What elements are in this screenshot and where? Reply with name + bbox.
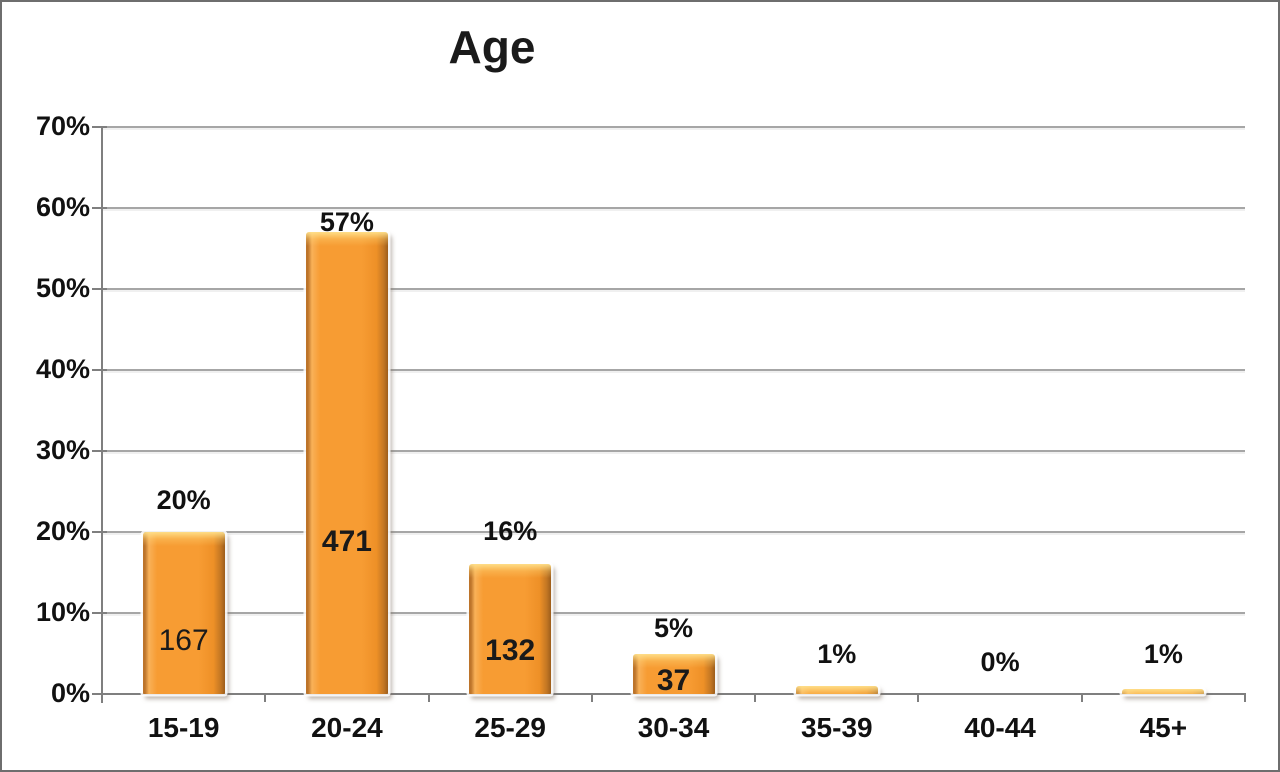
x-axis-label-35-39: 35-39 — [800, 712, 873, 743]
gridline-40 — [102, 369, 1245, 371]
gridline-20 — [102, 531, 1245, 533]
y-axis-label-30: 30% — [35, 435, 90, 465]
y-axis-tick-10 — [92, 612, 107, 614]
x-axis-tick-6 — [1080, 693, 1083, 702]
count-label-20-24: 471 — [321, 524, 372, 558]
percent-label-35-39: 1% — [817, 638, 857, 669]
gridline-10 — [102, 612, 1245, 614]
count-label-15-19: 167 — [158, 623, 209, 657]
y-axis-tick-40 — [92, 369, 107, 371]
x-axis-tick-3 — [590, 693, 593, 702]
y-axis-tick-50 — [92, 288, 107, 290]
y-axis-tick-20 — [92, 531, 107, 533]
gridline-50 — [102, 288, 1245, 290]
x-axis-tick-4 — [754, 693, 757, 702]
y-axis-tick-30 — [92, 450, 107, 452]
bar-15-19 — [142, 532, 225, 694]
x-axis-label-45+: 45+ — [1139, 712, 1188, 743]
y-axis-label-60: 60% — [35, 192, 90, 222]
x-axis-label-20-24: 20-24 — [311, 712, 383, 743]
x-axis-line — [102, 693, 1245, 695]
x-axis-label-25-29: 25-29 — [474, 712, 547, 743]
bar-35-39 — [795, 685, 878, 694]
y-axis-tick-60 — [92, 207, 107, 209]
y-axis-tick-70 — [92, 126, 107, 128]
percent-label-20-24: 57% — [319, 207, 374, 238]
x-axis-tick-2 — [427, 693, 430, 702]
percent-label-25-29: 16% — [483, 516, 538, 547]
y-axis-label-70: 70% — [35, 111, 90, 141]
y-axis-label-40: 40% — [35, 354, 90, 384]
chart-title: Age — [448, 21, 536, 73]
x-axis-tick-7 — [1244, 693, 1246, 702]
x-axis-tick-1 — [264, 693, 267, 702]
y-axis-line — [101, 127, 103, 703]
count-label-25-29: 132 — [485, 634, 536, 668]
count-label-30-34: 37 — [656, 663, 691, 697]
x-axis-tick-5 — [917, 693, 920, 702]
gridline-60 — [102, 207, 1245, 209]
gridline-30 — [102, 450, 1245, 452]
x-axis-label-40-44: 40-44 — [964, 712, 1036, 743]
y-axis-label-20: 20% — [35, 516, 90, 546]
bar-30-34 — [632, 653, 715, 694]
percent-label-45+: 1% — [1143, 639, 1183, 670]
bar-45+ — [1122, 689, 1205, 694]
percent-label-40-44: 0% — [980, 647, 1020, 677]
gridline-70 — [102, 126, 1245, 128]
y-axis-tick-0 — [92, 693, 107, 695]
y-axis-label-0: 0% — [50, 678, 90, 708]
y-axis-label-50: 50% — [35, 273, 90, 303]
percent-label-15-19: 20% — [156, 485, 211, 515]
percent-label-30-34: 5% — [653, 612, 694, 643]
x-axis-label-30-34: 30-34 — [637, 712, 710, 743]
x-axis-label-15-19: 15-19 — [147, 712, 220, 743]
bar-20-24 — [305, 232, 388, 694]
y-axis-label-10: 10% — [35, 597, 90, 627]
bar-25-29 — [469, 564, 552, 694]
